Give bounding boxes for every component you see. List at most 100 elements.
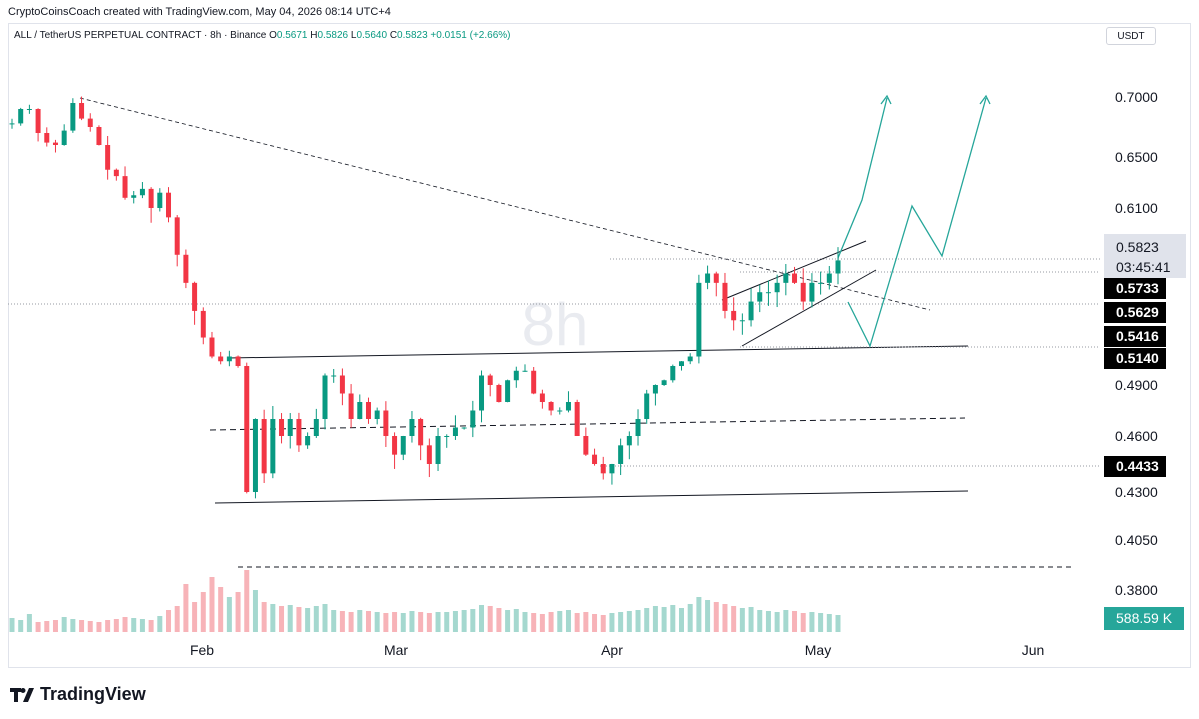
volume-bar xyxy=(87,621,93,632)
candle-body xyxy=(792,273,798,283)
candle-body xyxy=(374,410,380,419)
projection-arrowhead-2 xyxy=(979,94,991,105)
y-tick-label: 0.4300 xyxy=(1115,484,1158,500)
candle-body xyxy=(70,103,76,131)
y-tick-label: 0.6500 xyxy=(1115,149,1158,165)
candle-body xyxy=(609,464,615,474)
candle-body xyxy=(357,402,363,419)
candle-body xyxy=(670,366,676,381)
volume-bar xyxy=(739,608,745,632)
volume-bar xyxy=(52,620,58,632)
candle-body xyxy=(279,419,285,436)
candle-body xyxy=(383,410,389,436)
candle-body xyxy=(600,464,606,474)
volume-bar xyxy=(166,610,172,632)
volume-bar xyxy=(609,613,615,632)
candle-body xyxy=(174,217,180,255)
y-tick-label: 0.7000 xyxy=(1115,89,1158,105)
range-bottom-line xyxy=(214,490,969,504)
volume-bar xyxy=(139,619,145,632)
chart-frame xyxy=(8,23,1191,668)
volume-bar xyxy=(505,610,511,632)
volume-bar xyxy=(426,613,432,632)
candle-body xyxy=(635,419,641,436)
volume-bar xyxy=(148,620,154,632)
candle-body xyxy=(44,133,50,143)
candle-body xyxy=(139,188,145,196)
candle-body xyxy=(470,410,476,428)
candle-body xyxy=(9,123,15,125)
y-tick-label: 0.3800 xyxy=(1115,582,1158,598)
volume-bar xyxy=(279,606,285,632)
chart-credit: CryptoCoinsCoach created with TradingVie… xyxy=(8,6,391,18)
y-tick-label: 0.4900 xyxy=(1115,377,1158,393)
tradingview-logo-icon xyxy=(10,688,34,703)
volume-bar xyxy=(18,620,24,632)
candle-body xyxy=(522,370,528,372)
volume-bar xyxy=(479,605,485,632)
candle-body xyxy=(235,356,241,367)
volume-bar xyxy=(418,612,424,632)
candle-body xyxy=(505,380,511,402)
candle-body xyxy=(800,282,806,302)
volume-bar xyxy=(61,617,67,632)
candle-body xyxy=(678,361,684,367)
high-label: H xyxy=(310,30,318,41)
volume-bar xyxy=(731,606,737,632)
volume-bar xyxy=(470,609,476,632)
volume-bar xyxy=(339,611,345,632)
close-label: C xyxy=(389,30,398,41)
volume-bar xyxy=(122,617,128,632)
candle-body xyxy=(122,176,128,198)
candle-body xyxy=(313,419,319,436)
candle-body xyxy=(496,385,502,402)
volume-bar xyxy=(174,606,180,632)
volume-bar xyxy=(26,614,32,632)
volume-bar xyxy=(800,613,806,632)
candle-body xyxy=(661,380,667,385)
symbol-legend[interactable]: ALL / TetherUS PERPETUAL CONTRACT · 8h ·… xyxy=(14,30,510,41)
volume-bar xyxy=(826,614,832,632)
candle-body xyxy=(644,393,650,419)
range-mid-line xyxy=(209,417,966,431)
candle-body xyxy=(409,419,415,436)
candle-body xyxy=(252,419,258,492)
price-label-badge xyxy=(1104,326,1166,347)
candle-body xyxy=(818,282,824,284)
volume-bar xyxy=(235,592,241,632)
candle-body xyxy=(200,310,206,338)
volume-bar xyxy=(331,610,337,632)
candle-body xyxy=(131,195,137,198)
volume-bar xyxy=(661,607,667,632)
candle-body xyxy=(565,402,571,411)
volume-bar xyxy=(226,597,232,632)
candle-body xyxy=(452,427,458,436)
tradingview-logo[interactable]: TradingView xyxy=(10,684,146,705)
volume-bar xyxy=(531,613,537,632)
volume-bar xyxy=(774,612,780,632)
price-label-badge xyxy=(1104,278,1166,299)
volume-bar xyxy=(548,612,554,632)
candle-body xyxy=(166,192,172,218)
volume-bar xyxy=(435,612,441,632)
currency-button[interactable]: USDT xyxy=(1106,27,1156,45)
volume-bar xyxy=(792,611,798,632)
high-value: 0.5826 xyxy=(317,30,349,41)
price-label-badge xyxy=(1104,456,1166,477)
candle-body xyxy=(18,109,24,124)
candle-body xyxy=(748,301,754,321)
candle-body xyxy=(322,375,328,419)
volume-bar xyxy=(496,608,502,632)
x-tick-label: Jun xyxy=(1022,642,1045,658)
volume-bar xyxy=(835,615,841,632)
candle-body xyxy=(539,393,545,402)
candle-body xyxy=(548,402,554,411)
volume-bar xyxy=(696,597,702,632)
volume-bar xyxy=(565,610,571,632)
volume-bar xyxy=(305,608,311,632)
candle-body xyxy=(148,188,154,208)
candle-body xyxy=(705,273,711,283)
volume-badge xyxy=(1104,607,1184,630)
volume-bar xyxy=(79,620,85,632)
